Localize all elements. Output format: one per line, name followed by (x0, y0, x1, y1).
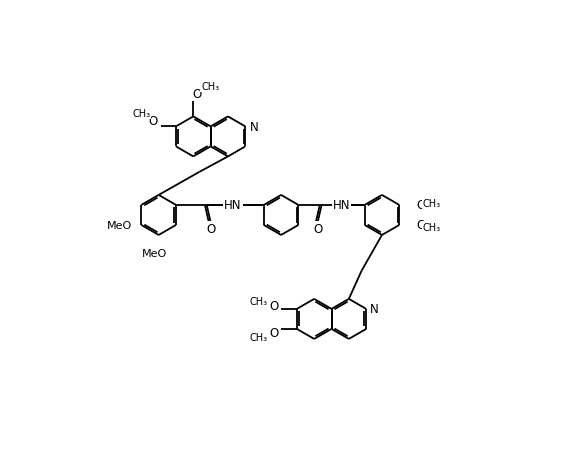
Text: N: N (370, 303, 379, 316)
Text: CH₃: CH₃ (250, 296, 268, 307)
Text: CH₃: CH₃ (201, 81, 219, 92)
Text: MeO: MeO (142, 248, 167, 258)
Text: CH₃: CH₃ (132, 108, 151, 118)
Text: O: O (269, 327, 278, 340)
Text: O: O (313, 223, 323, 236)
Text: MeO: MeO (107, 221, 133, 230)
Text: O: O (416, 219, 425, 232)
Text: O: O (193, 87, 202, 101)
Text: HN: HN (333, 199, 350, 212)
Text: O: O (206, 223, 215, 236)
Text: HN: HN (224, 199, 242, 212)
Text: N: N (250, 120, 258, 133)
Text: CH₃: CH₃ (423, 198, 441, 208)
Text: O: O (416, 199, 425, 212)
Text: O: O (148, 115, 157, 128)
Text: CH₃: CH₃ (250, 332, 268, 342)
Text: O: O (269, 299, 278, 312)
Text: CH₃: CH₃ (423, 223, 441, 233)
